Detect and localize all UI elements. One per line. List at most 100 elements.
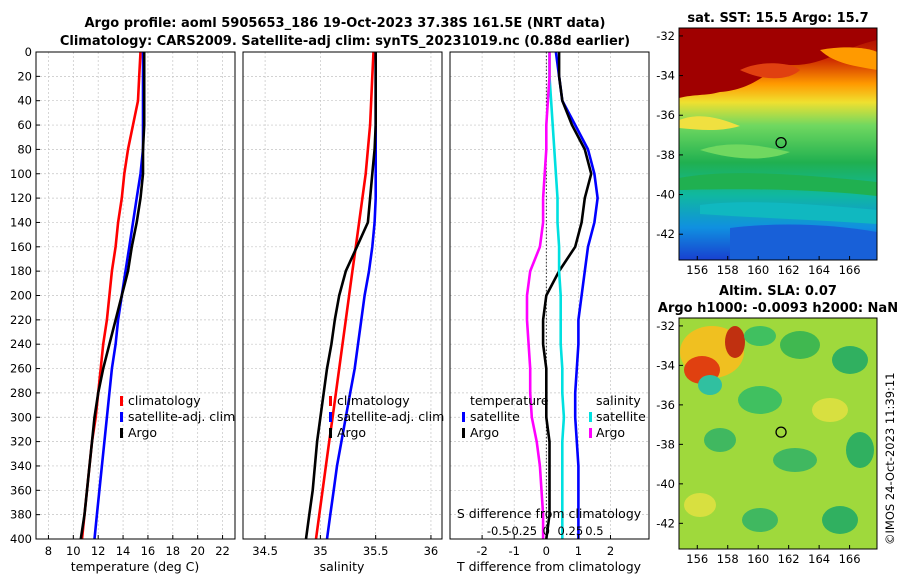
- s-tick-label: 0.25: [558, 524, 584, 538]
- sst-map-title: sat. SST: 15.5 Argo: 15.7: [687, 11, 868, 26]
- map-y-tick-label: -38: [656, 148, 675, 162]
- salinity-legend: climatology satellite-adj. clim Argo: [329, 393, 444, 440]
- map-y-tick-label: -38: [656, 437, 675, 451]
- map-y-tick-label: -40: [656, 188, 675, 202]
- temperature-panel: 8 10 12 14 16 18 20 22 0 20 40 60 80 100 120 140 160 180…: [10, 45, 236, 574]
- s-tick-label: 0.5: [585, 524, 603, 538]
- series-line-argo: [304, 52, 378, 540]
- map-x-tick-label: 162: [778, 552, 800, 566]
- legend-swatch-argo-s: [329, 428, 332, 438]
- series-line-t-argo: [541, 52, 593, 540]
- legend-swatch-t-argo: [462, 428, 465, 438]
- x-tick-label: 2: [607, 544, 614, 558]
- x-tick-label: -2: [476, 544, 487, 558]
- map-x-tick-label: 166: [839, 552, 861, 566]
- temperature-xlabel: temperature (deg C): [71, 559, 200, 574]
- legend-swatch-satellite-s: [329, 412, 332, 422]
- sst-map-panel: sat. SST: 15.5 Argo: 15.7 156 158 160 162 16…: [656, 11, 878, 277]
- map-x-tick-label: 158: [717, 552, 739, 566]
- y-tick-label: 60: [17, 118, 32, 132]
- x-tick-label: 34.5: [252, 544, 278, 558]
- x-tick-label: 20: [190, 544, 205, 558]
- sla-map-panel: Altim. SLA: 0.07 Argo h1000: -0.0093 h20…: [656, 284, 898, 566]
- legend-swatch-satellite: [120, 412, 123, 422]
- legend-swatch-s-argo: [589, 428, 592, 438]
- x-tick-label: 35.5: [363, 544, 389, 558]
- map-x-tick-label: 164: [808, 263, 830, 277]
- x-tick-label: 14: [116, 544, 131, 558]
- legend-label-argo: Argo: [128, 425, 157, 440]
- legend-label-argo-s: Argo: [337, 425, 366, 440]
- map-x-tick-label: 158: [717, 263, 739, 277]
- sla-argo-marker: [775, 426, 787, 438]
- y-tick-label: 140: [10, 215, 32, 229]
- x-tick-label: 12: [91, 544, 106, 558]
- map-y-tick-label: -32: [656, 319, 675, 333]
- sla-map-title-line2: Argo h1000: -0.0093 h2000: NaN: [658, 301, 898, 316]
- y-tick-label: 120: [10, 191, 32, 205]
- s-tick-label: -0.25: [507, 524, 537, 538]
- difference-axes-frame: [449, 51, 650, 540]
- series-line-s-satellite: [548, 52, 566, 539]
- temperature-legend: climatology satellite-adj. clim Argo: [120, 393, 235, 440]
- y-tick-label: 100: [10, 167, 32, 181]
- legend-label-t-argo: Argo: [470, 425, 499, 440]
- map-y-tick-label: -40: [656, 477, 675, 491]
- sst-map-frame: [678, 27, 878, 261]
- map-y-tick-label: -34: [656, 358, 675, 372]
- s-tick-label: -0.5: [487, 524, 509, 538]
- legend-swatch-climatology: [120, 396, 123, 406]
- s-tick-label: 0: [543, 524, 550, 538]
- difference-panel: -2 -1 0 1 2 -0.5-0.25 0 0.25 0.5 S difference f…: [449, 51, 650, 574]
- sst-argo-marker: [775, 136, 787, 149]
- legend-label-climatology: climatology: [128, 393, 201, 408]
- legend-swatch-argo: [120, 428, 123, 438]
- imos-watermark: ©IMOS 24-Oct-2023 11:39:11: [883, 372, 897, 545]
- series-line-s-argo: [525, 52, 551, 539]
- x-tick-label: 8: [45, 544, 52, 558]
- map-x-tick-label: 162: [778, 263, 800, 277]
- map-x-tick-label: 166: [839, 263, 861, 277]
- map-y-tick-label: -42: [656, 227, 675, 241]
- legend-swatch-t-satellite: [462, 412, 465, 422]
- legend-title-salinity: salinity: [596, 393, 641, 408]
- difference-legend-salinity: salinity satellite Argo: [589, 393, 646, 440]
- series-line-t-satellite: [554, 51, 599, 539]
- map-x-tick-label: 156: [686, 552, 708, 566]
- y-tick-label: 180: [10, 264, 32, 278]
- x-tick-label: -1: [508, 544, 519, 558]
- salinity-panel: 34.5 35 35.5 36 salinity climatology satell…: [242, 51, 444, 574]
- y-tick-label: 360: [10, 483, 32, 497]
- legend-label-satellite-s: satellite-adj. clim: [337, 409, 444, 424]
- salinity-axes-frame: [242, 51, 443, 540]
- difference-legend-temperature: temperature satellite Argo: [462, 393, 549, 440]
- x-tick-label: 22: [215, 544, 230, 558]
- map-y-tick-label: -36: [656, 108, 675, 122]
- map-x-tick-label: 164: [808, 552, 830, 566]
- legend-swatch-s-satellite: [589, 412, 592, 422]
- map-y-tick-label: -36: [656, 398, 675, 412]
- y-tick-label: 220: [10, 313, 32, 327]
- difference-top-label: S difference from climatology: [457, 506, 642, 521]
- y-tick-label: 260: [10, 362, 32, 376]
- map-y-tick-label: -32: [656, 29, 675, 43]
- y-tick-label: 380: [10, 508, 32, 522]
- sla-map-frame: [678, 317, 878, 550]
- y-tick-label: 280: [10, 386, 32, 400]
- sst-map-image: [679, 28, 877, 260]
- y-tick-label: 160: [10, 240, 32, 254]
- sla-map-image: [679, 318, 877, 549]
- y-tick-label: 200: [10, 289, 32, 303]
- x-tick-label: 10: [66, 544, 81, 558]
- map-x-tick-label: 160: [747, 552, 769, 566]
- figure-title-line2: Climatology: CARS2009. Satellite-adj cli…: [60, 34, 630, 49]
- y-tick-label: 80: [17, 142, 32, 156]
- salinity-xlabel: salinity: [320, 559, 365, 574]
- sla-map-title-line1: Altim. SLA: 0.07: [719, 284, 837, 299]
- y-tick-label: 400: [10, 532, 32, 546]
- legend-swatch-climatology-s: [329, 396, 332, 406]
- y-tick-label: 240: [10, 337, 32, 351]
- map-x-tick-label: 156: [686, 263, 708, 277]
- x-tick-label: 18: [165, 544, 180, 558]
- y-tick-label: 0: [25, 45, 32, 59]
